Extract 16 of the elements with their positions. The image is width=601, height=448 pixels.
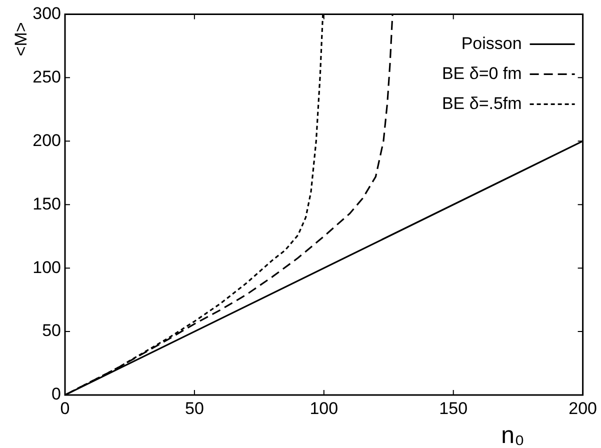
legend-label: BE δ=0 fm [442, 64, 522, 83]
y-tick-label: 150 [32, 194, 61, 214]
x-axis-title: n₀ [501, 422, 524, 448]
y-tick-label: 250 [32, 67, 61, 86]
x-tick-label: 50 [184, 398, 204, 418]
y-tick-label: 100 [32, 258, 61, 277]
y-tick-label: 300 [32, 4, 61, 23]
x-tick-label: 150 [439, 398, 468, 418]
legend-label: Poisson [461, 34, 522, 53]
y-tick-label: 50 [42, 321, 61, 340]
x-tick-label: 200 [568, 398, 598, 418]
y-axis-title: <M> [12, 22, 31, 56]
y-tick-label: 0 [52, 384, 61, 404]
legend-label: BE δ=.5fm [442, 94, 522, 113]
x-tick-label: 100 [310, 398, 338, 418]
y-tick-label: 200 [32, 130, 61, 150]
